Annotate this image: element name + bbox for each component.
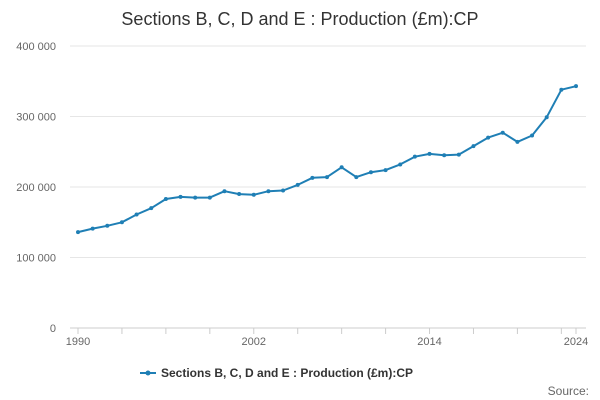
x-tick-label: 1990: [66, 336, 90, 348]
series-layer: [76, 84, 578, 235]
data-point[interactable]: [574, 84, 578, 89]
data-point[interactable]: [559, 87, 564, 92]
y-tick-label: 400 000: [16, 41, 56, 53]
data-point[interactable]: [163, 196, 168, 201]
data-point[interactable]: [237, 192, 242, 197]
x-tick-label: 2014: [417, 336, 441, 348]
y-axis: 0 100 000 200 000 300 000 400 000: [16, 41, 56, 335]
data-point[interactable]: [368, 170, 373, 175]
source-label: Source:: [548, 384, 589, 398]
data-point[interactable]: [500, 130, 505, 135]
y-tick-label: 100 000: [16, 253, 56, 265]
data-point[interactable]: [207, 195, 212, 200]
data-point[interactable]: [105, 223, 110, 228]
data-point[interactable]: [325, 175, 329, 180]
data-point[interactable]: [427, 151, 432, 156]
x-tick-label: 2024: [564, 336, 588, 348]
data-point[interactable]: [471, 144, 476, 149]
legend-label: Sections B, C, D and E : Production (£m)…: [161, 366, 413, 380]
data-point[interactable]: [119, 220, 124, 225]
data-point[interactable]: [442, 153, 447, 158]
data-point[interactable]: [515, 139, 520, 144]
series-line: [77, 85, 577, 234]
data-point[interactable]: [398, 162, 403, 167]
data-point[interactable]: [530, 133, 535, 138]
data-point[interactable]: [76, 230, 80, 235]
legend-marker: [145, 370, 151, 376]
gridlines: [70, 45, 586, 258]
data-point[interactable]: [456, 152, 461, 157]
legend[interactable]: Sections B, C, D and E : Production (£m)…: [140, 366, 413, 380]
y-tick-label: 200 000: [16, 182, 56, 194]
x-axis: [70, 327, 586, 334]
data-point[interactable]: [90, 226, 95, 231]
x-tick-labels: 1990 2002 2014 2024: [66, 336, 588, 348]
data-point[interactable]: [295, 182, 300, 187]
y-tick-label: 0: [50, 323, 56, 335]
data-point[interactable]: [339, 165, 344, 170]
data-point[interactable]: [310, 175, 315, 180]
data-point[interactable]: [544, 115, 549, 120]
chart-title: Sections B, C, D and E : Production (£m)…: [121, 9, 478, 29]
data-point[interactable]: [251, 192, 256, 197]
data-point[interactable]: [354, 175, 359, 180]
data-point[interactable]: [281, 188, 286, 193]
data-point[interactable]: [412, 154, 417, 159]
x-tick-label: 2002: [242, 336, 266, 348]
data-point[interactable]: [383, 168, 388, 173]
y-tick-label: 300 000: [16, 112, 56, 124]
data-point[interactable]: [178, 194, 183, 199]
data-point[interactable]: [222, 189, 227, 194]
data-point[interactable]: [193, 195, 198, 200]
data-point[interactable]: [149, 206, 154, 211]
data-point[interactable]: [134, 212, 139, 217]
data-point[interactable]: [266, 189, 271, 194]
data-point[interactable]: [486, 135, 491, 140]
